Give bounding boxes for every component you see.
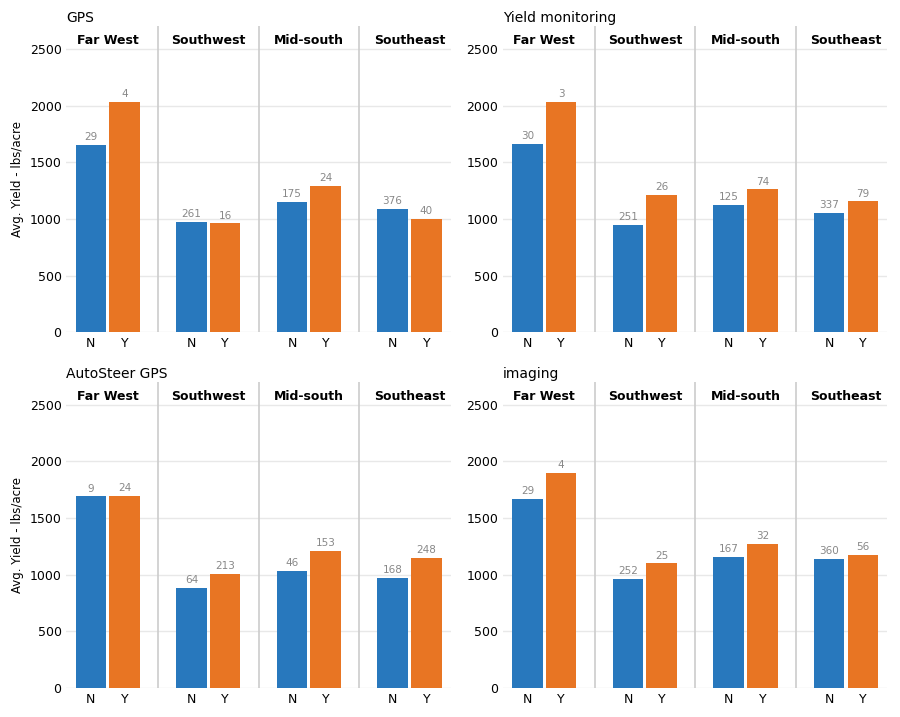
Text: 360: 360 (819, 546, 839, 556)
Text: Southwest: Southwest (171, 34, 246, 47)
Text: 337: 337 (819, 201, 839, 211)
Bar (613, 224, 644, 332)
Text: 29: 29 (85, 133, 97, 143)
Text: 167: 167 (718, 544, 739, 554)
Bar (546, 473, 577, 688)
Text: Southeast: Southeast (374, 389, 446, 403)
Text: Far West: Far West (513, 389, 575, 403)
Bar (848, 555, 878, 688)
Text: 24: 24 (118, 483, 131, 493)
Bar (713, 205, 743, 332)
Text: 26: 26 (655, 182, 669, 192)
Bar (546, 103, 577, 332)
Bar (747, 189, 778, 332)
Text: Southeast: Southeast (374, 34, 446, 47)
Text: 252: 252 (618, 566, 638, 576)
Text: 29: 29 (521, 486, 534, 496)
Text: Yield monitoring: Yield monitoring (503, 11, 616, 25)
Bar (646, 564, 677, 688)
Text: 46: 46 (285, 558, 299, 568)
Text: Southwest: Southwest (608, 389, 682, 403)
Text: Mid-south: Mid-south (710, 34, 780, 47)
Text: 168: 168 (382, 565, 402, 575)
Bar (411, 558, 442, 688)
Text: AutoSteer GPS: AutoSteer GPS (67, 367, 168, 381)
Text: 25: 25 (655, 551, 669, 561)
Text: 4: 4 (122, 90, 128, 100)
Text: 125: 125 (718, 192, 739, 202)
Text: 153: 153 (316, 538, 336, 548)
Bar (613, 579, 644, 688)
Text: Southeast: Southeast (810, 389, 882, 403)
Text: 79: 79 (856, 189, 869, 199)
Text: Far West: Far West (513, 34, 575, 47)
Text: 64: 64 (184, 576, 198, 586)
Text: 74: 74 (756, 176, 769, 186)
Text: Far West: Far West (76, 389, 139, 403)
Text: imaging: imaging (503, 367, 559, 381)
Bar (210, 224, 240, 332)
Bar (176, 222, 207, 332)
Text: Far West: Far West (76, 34, 139, 47)
Bar (713, 557, 743, 688)
Bar (310, 551, 341, 688)
Text: 261: 261 (182, 209, 202, 219)
Text: Southwest: Southwest (608, 34, 682, 47)
Text: 40: 40 (419, 206, 433, 216)
Bar (110, 496, 140, 688)
Text: 3: 3 (558, 90, 564, 100)
Text: 24: 24 (320, 174, 332, 184)
Text: 4: 4 (558, 460, 564, 470)
Text: GPS: GPS (67, 11, 94, 25)
Bar (76, 146, 106, 332)
Bar (377, 209, 408, 332)
Bar (512, 499, 543, 688)
Text: Mid-south: Mid-south (274, 389, 344, 403)
Bar (848, 201, 878, 332)
Text: 30: 30 (521, 131, 534, 141)
Text: Mid-south: Mid-south (710, 389, 780, 403)
Bar (176, 588, 207, 688)
Text: Mid-south: Mid-south (274, 34, 344, 47)
Text: Southeast: Southeast (810, 34, 882, 47)
Bar (377, 577, 408, 688)
Bar (646, 195, 677, 332)
Text: 9: 9 (87, 484, 94, 493)
Text: 32: 32 (756, 531, 769, 541)
Bar (210, 574, 240, 688)
Bar (747, 544, 778, 688)
Bar (411, 219, 442, 332)
Text: 16: 16 (219, 211, 232, 221)
Text: 213: 213 (215, 561, 235, 571)
Y-axis label: Avg. Yield - lbs/acre: Avg. Yield - lbs/acre (11, 477, 24, 593)
Text: 56: 56 (856, 542, 869, 552)
Bar (110, 103, 140, 332)
Text: 251: 251 (618, 212, 638, 222)
Bar (276, 202, 307, 332)
Y-axis label: Avg. Yield - lbs/acre: Avg. Yield - lbs/acre (11, 121, 24, 237)
Text: 376: 376 (382, 196, 402, 206)
Text: 248: 248 (417, 545, 436, 555)
Bar (310, 186, 341, 332)
Bar (814, 559, 844, 688)
Bar (276, 571, 307, 688)
Bar (512, 144, 543, 332)
Text: 175: 175 (282, 189, 302, 199)
Bar (76, 496, 106, 688)
Bar (814, 213, 844, 332)
Text: Southwest: Southwest (171, 389, 246, 403)
